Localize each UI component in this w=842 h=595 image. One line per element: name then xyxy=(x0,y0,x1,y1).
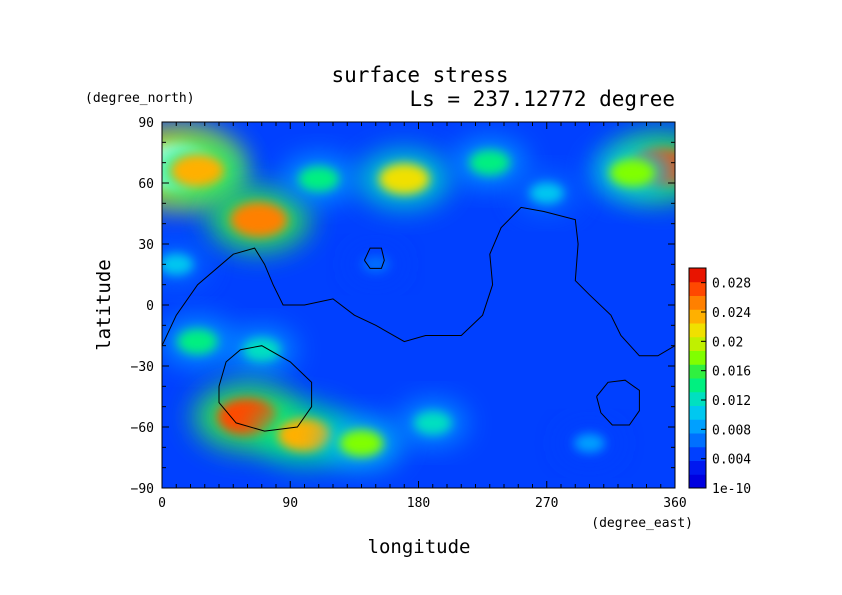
y-tick-label: −60 xyxy=(131,421,154,436)
colorbar-segment xyxy=(689,268,706,283)
x-axis-ticks: 0 90 180 270 360 xyxy=(158,122,687,511)
x-tick-label: 90 xyxy=(282,496,298,511)
chart-subtitle: Ls = 237.12772 degree xyxy=(409,87,675,111)
colorbar-segment xyxy=(689,378,706,393)
x-units-label: (degree_east) xyxy=(591,516,693,531)
y-axis-ticks: 90 60 30 0 −30 −60 −90 xyxy=(131,116,675,497)
colorbar-tick-label: 0.004 xyxy=(712,453,751,468)
heatmap-layer xyxy=(162,122,675,488)
heatmap-feature xyxy=(298,166,340,192)
colorbar-segment xyxy=(689,391,706,406)
x-axis-label: longitude xyxy=(368,536,471,558)
x-tick-label: 360 xyxy=(663,496,686,511)
y-tick-label: 30 xyxy=(138,238,154,253)
x-tick-label: 270 xyxy=(535,496,558,511)
contour-line xyxy=(363,247,385,269)
contour-line xyxy=(218,345,313,432)
colorbar-frame xyxy=(688,267,707,489)
colorbar-segment xyxy=(689,364,706,379)
colorbar-tick-label: 0.02 xyxy=(712,335,743,350)
y-tick-label: 0 xyxy=(146,299,154,314)
colorbar-tick-label: 0.028 xyxy=(712,277,751,292)
y-tick-label: 90 xyxy=(138,116,154,131)
chart-title: surface stress xyxy=(331,63,508,87)
colorbar-tick-label: 0.016 xyxy=(712,365,751,380)
x-tick-label: 180 xyxy=(407,496,430,511)
colorbar-tick-label: 0.012 xyxy=(712,394,751,409)
contour-layer xyxy=(162,206,675,432)
contour-line xyxy=(596,379,640,426)
y-tick-label: −90 xyxy=(131,482,154,497)
x-tick-label: 0 xyxy=(158,496,166,511)
y-units-label: (degree_north) xyxy=(85,91,195,106)
colorbar-tick-label: 0.008 xyxy=(712,423,751,438)
colorbar-segment xyxy=(689,323,706,338)
colorbar-tick-label: 0.024 xyxy=(712,306,751,321)
colorbar-segment xyxy=(689,350,706,365)
colorbar-segment xyxy=(689,446,706,461)
colorbar-segment xyxy=(689,336,706,351)
contour-line xyxy=(162,206,675,357)
heatmap-feature xyxy=(574,433,605,453)
heatmap-feature xyxy=(469,150,511,176)
colorbar-segment xyxy=(689,419,706,434)
heatmap-feature xyxy=(529,182,564,204)
y-tick-label: 60 xyxy=(138,177,154,192)
colorbar-segment xyxy=(689,281,706,296)
heatmap-feature xyxy=(361,255,390,273)
colorbar-segment xyxy=(689,433,706,448)
heatmap-feature xyxy=(162,253,194,275)
colorbar-segment xyxy=(689,295,706,310)
y-tick-label: −30 xyxy=(131,360,154,375)
heatmap-feature xyxy=(170,154,225,188)
y-axis-label: latitude xyxy=(93,259,115,351)
heatmap-feature xyxy=(339,429,384,457)
colorbar: 0.028 0.024 0.02 0.016 0.012 0.008 0.004 1e-10 xyxy=(688,267,751,497)
colorbar-segment xyxy=(689,460,706,475)
heatmap-feature xyxy=(277,418,332,452)
heatmap-feature xyxy=(379,163,430,195)
heatmap-feature xyxy=(243,338,281,362)
colorbar-segment xyxy=(689,405,706,420)
colorbar-tick-label: 1e-10 xyxy=(712,482,751,497)
colorbar-segment xyxy=(689,309,706,324)
heatmap-feature xyxy=(414,411,452,435)
heatmap-feature xyxy=(230,202,288,237)
heatmap-feature xyxy=(609,158,656,187)
colorbar-segment xyxy=(689,474,706,489)
heatmap-feature xyxy=(177,329,218,355)
